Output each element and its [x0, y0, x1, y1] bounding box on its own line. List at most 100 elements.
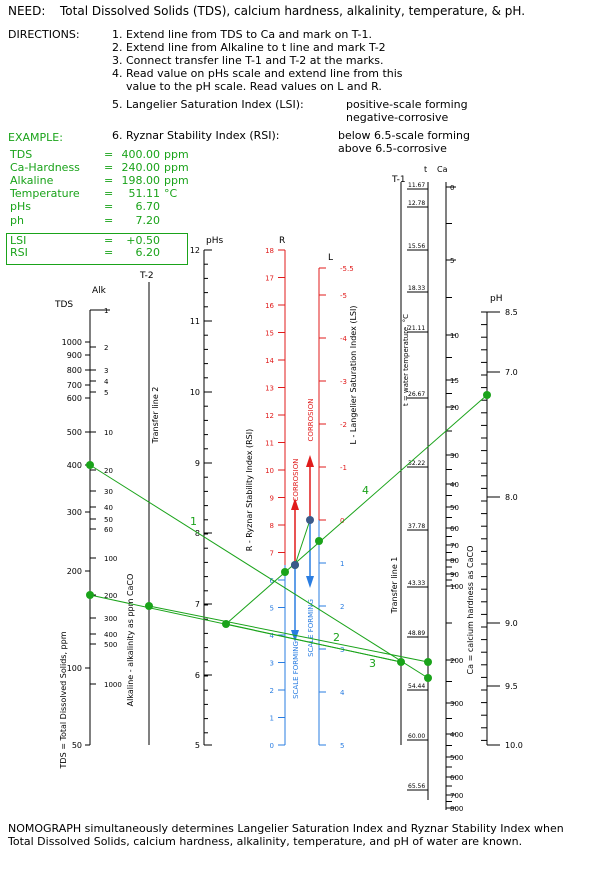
l-tick-label: -5 — [340, 292, 347, 300]
tds-tick-label: 800 — [67, 366, 82, 375]
rsi-marker — [291, 561, 299, 569]
ph-tick-label: 10.0 — [505, 741, 523, 750]
temp-tick-label: 48.89 — [408, 630, 425, 637]
alk-tick-label: 50 — [104, 516, 113, 524]
alk-title: Alk — [92, 286, 107, 296]
direction-step-4: 4. Read value on pHs scale and extend li… — [112, 67, 403, 80]
example-title: EXAMPLE: — [8, 131, 63, 144]
alk-tick-label: 30 — [104, 488, 113, 496]
nomograph: TDS100090080070060050040030020010050TDS … — [54, 165, 523, 813]
tds-axis-label: TDS = Total Dissolved Solids, ppm — [59, 631, 68, 769]
corrosion-label-l: CORROSION — [307, 399, 315, 442]
r-tick-label: 15 — [265, 330, 274, 338]
alk-tick-label: 5 — [104, 389, 108, 397]
direction-step-6: 6. Ryznar Stability Index (RSI): — [112, 129, 280, 142]
ca-tick-label: 200 — [450, 657, 463, 665]
example-unit: ppm — [164, 161, 189, 174]
construction-line-3 — [225, 623, 402, 663]
example-eq: = — [104, 246, 114, 259]
ca-tick-label: 70 — [450, 542, 459, 550]
ca-tick-label: 400 — [450, 731, 463, 739]
ca-tick-label: 40 — [450, 481, 459, 489]
example-eq: = — [104, 174, 114, 187]
r-tick-label: 12 — [265, 412, 274, 420]
example-value: 6.70 — [135, 200, 161, 213]
t1-title: T-1 — [391, 175, 406, 185]
construction-line-4 — [225, 394, 488, 625]
r-tick-label: 2 — [270, 687, 274, 695]
phs-tick-label: 5 — [195, 741, 200, 750]
footer-description: NOMOGRAPH simultaneously determines Lang… — [8, 822, 564, 848]
ca-tick-label: 80 — [450, 557, 459, 565]
lsi-note-positive: positive-scale forming — [346, 98, 468, 111]
ca-tick-label: 60 — [450, 525, 459, 533]
example-eq: = — [104, 161, 114, 174]
r-tick-label: 8 — [270, 522, 274, 530]
tds-tick-label: 900 — [67, 351, 82, 360]
tds-tick-label: 600 — [67, 394, 82, 403]
r-tick-label: 14 — [265, 357, 274, 365]
temp-tick-label: 12.78 — [408, 200, 425, 207]
construction-point — [145, 602, 153, 610]
ph-tick-label: 8.0 — [505, 493, 518, 502]
temp-tick-label: 11.67 — [408, 182, 425, 189]
construction-point — [424, 674, 432, 682]
construction-point — [483, 391, 491, 399]
temp-tick-label: 54.44 — [408, 683, 425, 690]
l-tick-label: -4 — [340, 335, 348, 343]
temp-tick-label: 21.11 — [408, 325, 425, 332]
alk-tick-label: 500 — [104, 641, 117, 649]
ca-axis-label: Ca = calcium hardness as CaCO — [466, 546, 475, 675]
example-value: 51.11 — [128, 187, 161, 200]
phs-tick-label: 6 — [195, 671, 200, 680]
l-tick-label: -5.5 — [340, 265, 354, 273]
l-tick-label: -1 — [340, 464, 347, 472]
r-tick-label: 6 — [270, 577, 275, 585]
temp-axis-label: t = water temperature, °C — [402, 314, 410, 406]
r-tick-label: 9 — [270, 495, 274, 503]
alk-tick-label: 60 — [104, 526, 113, 534]
alk-tick-label: 400 — [104, 631, 117, 639]
t1-axis-label: Transfer line 1 — [390, 557, 399, 615]
need-label: NEED: — [8, 4, 46, 18]
alk-tick-label: 4 — [104, 378, 109, 386]
ca-tick-label: 100 — [450, 583, 463, 591]
example-label: pHs — [10, 200, 31, 213]
phs-tick-label: 9 — [195, 459, 200, 468]
example-label: Alkaline — [10, 174, 54, 187]
example-unit: ppm — [164, 174, 189, 187]
line-number-1: 1 — [190, 515, 197, 528]
ca-tick-label: 10 — [450, 332, 459, 340]
temp-tick-label: 37.78 — [408, 523, 425, 530]
r-tick-label: 11 — [265, 440, 274, 448]
temp-tick-label: 60.00 — [408, 733, 425, 740]
l-tick-label: 1 — [340, 560, 344, 568]
tds-tick-label: 100 — [67, 664, 82, 673]
r-tick-label: 16 — [265, 302, 274, 310]
example-label: LSI — [10, 234, 27, 247]
example-label: ph — [10, 214, 24, 227]
construction-point — [222, 620, 230, 628]
r-tick-label: 0 — [270, 742, 274, 750]
scale-label-r: SCALE FORMING — [292, 641, 300, 699]
temp-tick-label: 18.33 — [408, 285, 425, 292]
example-label: Temperature — [10, 187, 80, 200]
example-label: TDS — [10, 148, 33, 161]
phs-tick-label: 11 — [190, 317, 200, 326]
example-unit: °C — [164, 187, 178, 200]
ca-tick-label: 30 — [450, 452, 459, 460]
scale-arrowhead-r — [291, 630, 299, 642]
r-axis-label: R - Ryznar Stability Index (RSI) — [245, 429, 254, 551]
construction-line-1 — [89, 464, 429, 679]
example-eq: = — [104, 148, 114, 161]
direction-step-4b: value to the pH scale. Read values on L … — [112, 80, 382, 93]
phs-title: pHs — [206, 236, 223, 246]
temp-tick-label: 26.67 — [408, 391, 425, 398]
example-eq: = — [104, 200, 114, 213]
construction-point — [281, 568, 289, 576]
alk-tick-label: 200 — [104, 592, 117, 600]
alk-tick-label: 1 — [104, 307, 108, 315]
ca-title: Ca — [437, 165, 448, 174]
lsi-note-negative: negative-corrosive — [346, 111, 449, 124]
construction-point — [86, 591, 94, 599]
